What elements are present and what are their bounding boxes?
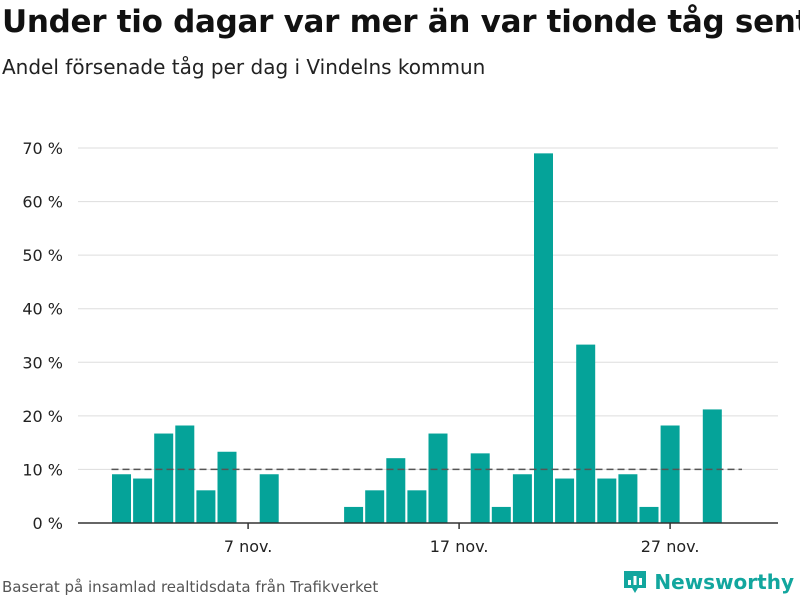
y-tick-label: 30 % — [22, 353, 63, 372]
bar — [133, 478, 153, 523]
bar — [344, 506, 364, 523]
y-tick-label: 60 % — [22, 193, 63, 212]
bar — [259, 474, 279, 523]
chart-subtitle: Andel försenade tåg per dag i Vindelns k… — [2, 55, 486, 79]
bar — [365, 490, 385, 523]
chart-title: Under tio dagar var mer än var tionde tå… — [2, 4, 800, 40]
bar-chart-logo-icon — [624, 571, 647, 593]
bar — [154, 433, 174, 523]
brand-logo[interactable]: Newsworthy — [622, 569, 794, 595]
bar — [555, 478, 575, 523]
grid-lines — [78, 147, 778, 470]
x-tick-label: 27 nov. — [641, 537, 700, 556]
bar — [428, 433, 448, 523]
y-axis-ticks: 0 % 10 % 20 % 30 % 40 % 50 % 60 % 70 % — [22, 139, 63, 533]
bar — [407, 490, 427, 523]
source-note: Baserat på insamlad realtidsdata från Tr… — [2, 578, 379, 596]
bar — [597, 478, 617, 523]
bar — [386, 458, 406, 523]
bar — [112, 474, 131, 523]
y-tick-label: 70 % — [22, 139, 63, 158]
y-tick-label: 40 % — [22, 300, 63, 319]
x-axis-ticks: 7 nov. 17 nov. 27 nov. — [224, 523, 700, 556]
bar — [217, 451, 237, 523]
bar — [196, 490, 216, 523]
bar — [702, 409, 722, 523]
bar — [512, 474, 532, 523]
y-tick-label: 10 % — [22, 460, 63, 479]
y-tick-label: 20 % — [22, 407, 63, 426]
bar — [618, 474, 638, 523]
bar — [491, 506, 511, 523]
bar — [534, 153, 553, 523]
bar — [470, 453, 490, 523]
bar — [660, 425, 680, 523]
bars — [112, 153, 722, 523]
bar — [639, 506, 659, 523]
y-tick-label: 50 % — [22, 246, 63, 265]
bar — [175, 425, 195, 523]
x-tick-label: 17 nov. — [430, 537, 489, 556]
bar — [576, 344, 596, 523]
brand-name: Newsworthy — [654, 570, 794, 594]
y-tick-label: 0 % — [33, 514, 63, 533]
x-tick-label: 7 nov. — [224, 537, 273, 556]
